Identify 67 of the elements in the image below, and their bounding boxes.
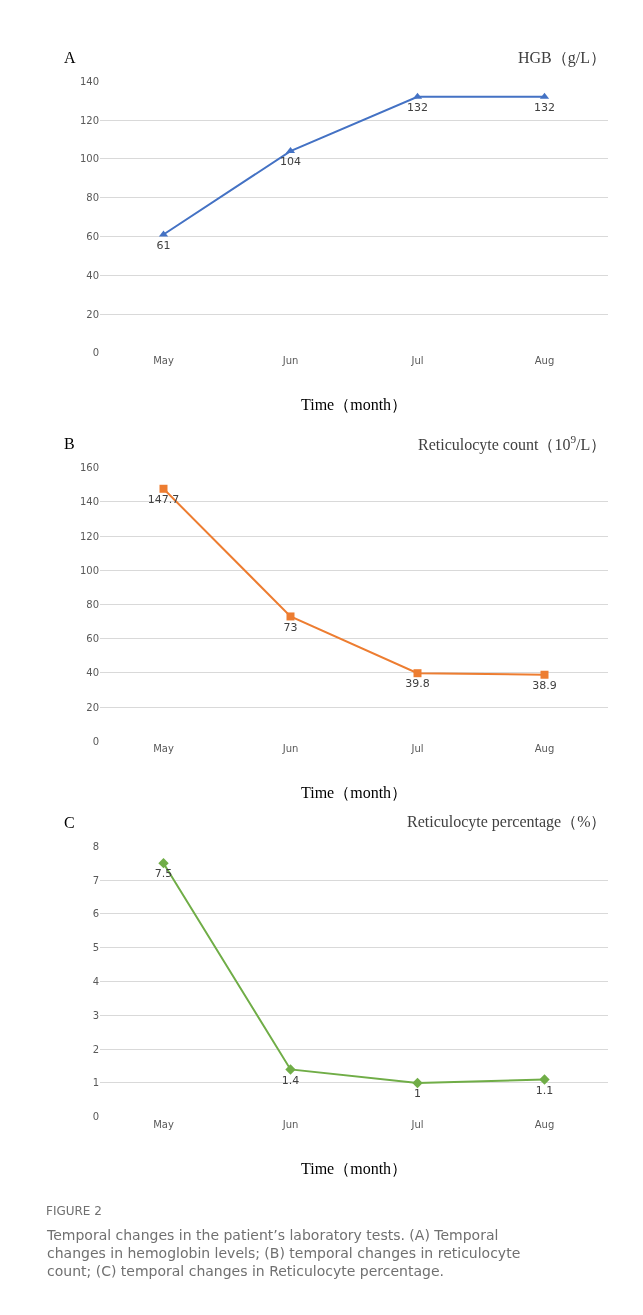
y-tick-label: 5 — [92, 942, 99, 954]
x-tick-label: May — [153, 743, 174, 755]
y-tick-label: 80 — [86, 192, 99, 204]
y-tick-label: 40 — [86, 667, 99, 679]
y-tick-label: 4 — [92, 976, 99, 988]
point — [159, 484, 168, 493]
data-label: 1.4 — [281, 1073, 300, 1087]
y-tick-label: 160 — [79, 462, 99, 474]
y-tick-label: 1 — [92, 1077, 99, 1089]
y-tick-label: 60 — [86, 230, 99, 242]
y-axis-title: Reticulocyte percentage（%） — [407, 813, 607, 831]
y-tick-label: 40 — [86, 269, 99, 281]
y-tick-label: 140 — [79, 496, 99, 508]
data-label: 104 — [280, 155, 301, 169]
y-tick-label: 80 — [86, 598, 99, 610]
point — [286, 612, 295, 621]
data-label: 132 — [407, 101, 428, 115]
y-tick-label: 0 — [92, 1111, 99, 1123]
y-tick-label: 8 — [92, 840, 99, 852]
y-tick-label: 140 — [79, 75, 99, 87]
y-tick-label: 100 — [79, 153, 99, 165]
y-tick-label: 0 — [92, 347, 99, 359]
data-label: 73 — [283, 620, 298, 634]
x-tick-label: Aug — [534, 354, 555, 366]
y-axis-title: Reticulocyte count（10$^{9}$/L） — [418, 433, 607, 454]
x-tick-label: May — [153, 354, 174, 366]
x-axis-title: Time（month） — [301, 396, 408, 413]
y-tick-label: 20 — [86, 308, 99, 320]
point — [285, 1064, 296, 1075]
y-tick-label: 120 — [79, 114, 99, 126]
x-tick-label: May — [153, 1118, 174, 1130]
chart-title: B — [64, 435, 75, 452]
point — [539, 1074, 550, 1085]
point — [540, 670, 549, 679]
y-axis-title: HGB（g/L） — [518, 49, 606, 67]
text: Temporal changes in the patient’s laboratory tests. (A) Temporal changes in hemoglobin levels; (B) temporal changes in reticulocyte count; (C) temporal changes in Reticulocyte percentage. — [46, 1227, 521, 1280]
data-label: 1.1 — [535, 1083, 554, 1097]
y-tick-label: 120 — [79, 530, 99, 542]
x-tick-label: Aug — [534, 1118, 555, 1130]
y-tick-label: 2 — [92, 1043, 99, 1055]
y-tick-label: 60 — [86, 633, 99, 645]
caption: FIGURE 2 — [46, 1204, 102, 1218]
chart-title: A — [64, 49, 76, 66]
y-tick-label: 20 — [86, 701, 99, 713]
chart-title: C — [64, 814, 75, 831]
x-tick-label: Jul — [410, 354, 424, 366]
point — [413, 669, 422, 678]
x-tick-label: Jul — [410, 1118, 424, 1130]
x-tick-label: Jun — [281, 1118, 299, 1130]
data-label: 39.8 — [405, 677, 430, 691]
x-tick-label: Jun — [281, 354, 299, 366]
y-tick-label: 0 — [92, 735, 99, 747]
point — [412, 1077, 423, 1089]
y-tick-label: 3 — [92, 1009, 99, 1021]
point — [158, 857, 169, 869]
x-tick-label: Jul — [410, 743, 424, 755]
x-tick-label: Jun — [281, 743, 299, 755]
x-axis-title: Time（month） — [301, 1160, 408, 1177]
x-axis-title: Time（month） — [301, 784, 408, 801]
y-tick-label: 100 — [79, 564, 99, 576]
y-tick-label: 6 — [92, 908, 99, 920]
x-tick-label: Aug — [534, 743, 555, 755]
data-label: 132 — [534, 101, 555, 115]
y-tick-label: 7 — [92, 874, 99, 886]
data-label: 61 — [156, 238, 171, 252]
data-label: 38.9 — [532, 678, 557, 692]
data-label: 1 — [414, 1087, 421, 1101]
